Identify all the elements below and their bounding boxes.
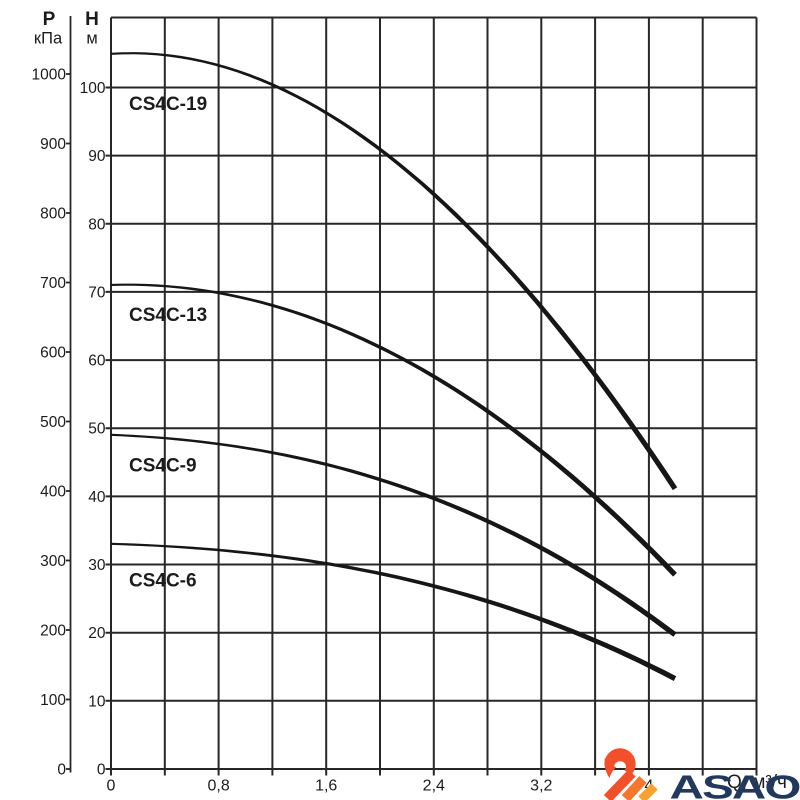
svg-text:500: 500 bbox=[40, 414, 66, 431]
svg-text:0,8: 0,8 bbox=[207, 778, 229, 795]
svg-text:2,4: 2,4 bbox=[423, 778, 445, 795]
svg-text:50: 50 bbox=[88, 421, 106, 438]
svg-text:800: 800 bbox=[40, 206, 66, 223]
svg-text:1,6: 1,6 bbox=[315, 778, 337, 795]
svg-text:900: 900 bbox=[40, 136, 66, 153]
svg-text:100: 100 bbox=[40, 692, 66, 709]
svg-text:70: 70 bbox=[88, 284, 106, 301]
svg-text:CS4C-9: CS4C-9 bbox=[129, 456, 197, 477]
svg-text:м: м bbox=[86, 30, 97, 48]
svg-text:0: 0 bbox=[57, 762, 66, 779]
svg-text:200: 200 bbox=[40, 623, 66, 640]
svg-text:10: 10 bbox=[88, 693, 106, 710]
svg-text:80: 80 bbox=[88, 216, 106, 233]
svg-text:90: 90 bbox=[88, 148, 106, 165]
svg-text:CS4C-19: CS4C-19 bbox=[129, 94, 207, 115]
svg-text:600: 600 bbox=[40, 345, 66, 362]
svg-text:CS4C-6: CS4C-6 bbox=[129, 571, 197, 592]
svg-text:700: 700 bbox=[40, 275, 66, 292]
svg-text:P: P bbox=[43, 9, 56, 30]
svg-text:300: 300 bbox=[40, 553, 66, 570]
svg-text:3,2: 3,2 bbox=[530, 778, 552, 795]
svg-text:0: 0 bbox=[107, 778, 116, 795]
svg-text:1000: 1000 bbox=[32, 67, 67, 84]
svg-text:100: 100 bbox=[80, 80, 106, 97]
svg-text:60: 60 bbox=[88, 353, 106, 370]
svg-text:400: 400 bbox=[40, 484, 66, 501]
svg-text:40: 40 bbox=[88, 489, 106, 506]
svg-text:H: H bbox=[85, 9, 99, 30]
svg-text:CS4C-13: CS4C-13 bbox=[129, 305, 207, 326]
svg-text:20: 20 bbox=[88, 625, 106, 642]
svg-text:ASAO: ASAO bbox=[670, 768, 800, 800]
svg-text:0: 0 bbox=[97, 762, 106, 779]
svg-text:30: 30 bbox=[88, 557, 106, 574]
svg-text:кПа: кПа bbox=[34, 30, 63, 48]
svg-text:Q, м³/ч: Q, м³/ч bbox=[727, 772, 787, 793]
